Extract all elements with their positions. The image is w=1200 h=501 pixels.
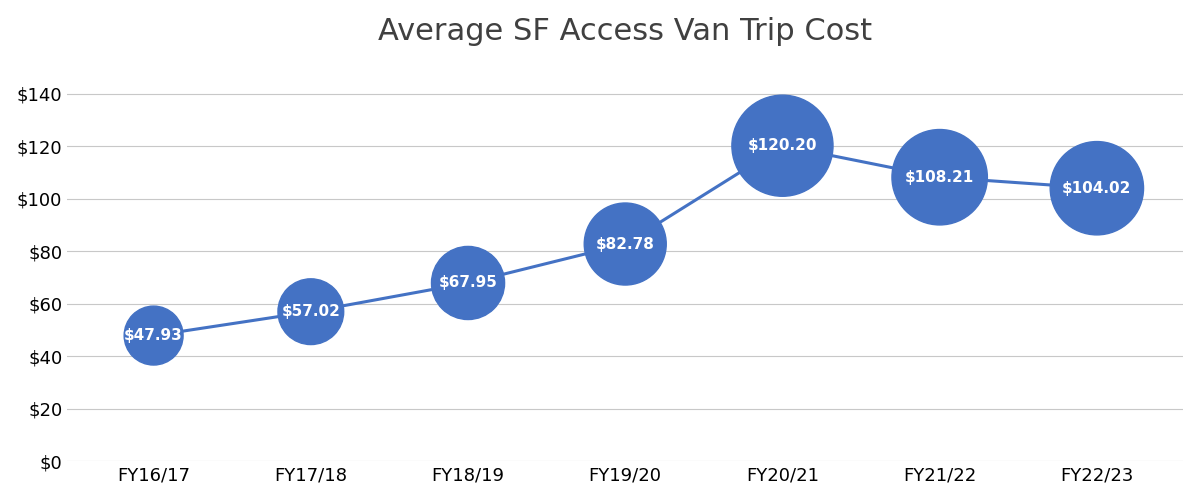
Point — [616, 240, 635, 248]
Point — [458, 279, 478, 287]
Point — [301, 308, 320, 316]
Text: $57.02: $57.02 — [281, 304, 341, 319]
Text: $67.95: $67.95 — [438, 276, 498, 291]
Text: $104.02: $104.02 — [1062, 181, 1132, 196]
Point — [930, 173, 949, 181]
Point — [1087, 184, 1106, 192]
Point — [773, 142, 792, 150]
Title: Average SF Access Van Trip Cost: Average SF Access Van Trip Cost — [378, 17, 872, 46]
Point — [144, 332, 163, 340]
Text: $120.20: $120.20 — [748, 138, 817, 153]
Text: $47.93: $47.93 — [125, 328, 182, 343]
Text: $108.21: $108.21 — [905, 170, 974, 185]
Text: $82.78: $82.78 — [596, 236, 655, 252]
